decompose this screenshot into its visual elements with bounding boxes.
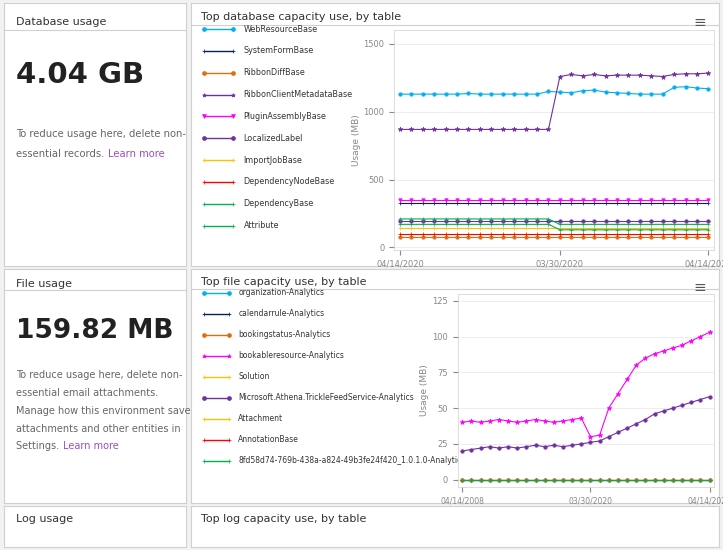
- Text: Attribute: Attribute: [244, 221, 279, 230]
- Text: LocalizedLabel: LocalizedLabel: [244, 134, 303, 143]
- Text: 159.82 MB: 159.82 MB: [17, 318, 174, 344]
- Text: ≡: ≡: [693, 15, 706, 30]
- Text: bookingstatus-Analytics: bookingstatus-Analytics: [239, 330, 330, 339]
- Text: Database usage: Database usage: [17, 17, 107, 27]
- Text: AnnotationBase: AnnotationBase: [239, 436, 299, 444]
- Text: Attachment: Attachment: [239, 414, 283, 424]
- Text: PluginAssemblyBase: PluginAssemblyBase: [244, 112, 327, 121]
- Text: Learn more: Learn more: [108, 149, 165, 159]
- Text: 8fd58d74-769b-438a-a824-49b3fe24f420_1.0.1.0-Analytics: 8fd58d74-769b-438a-a824-49b3fe24f420_1.0…: [239, 456, 466, 465]
- Text: Solution: Solution: [239, 372, 270, 381]
- Text: 4.04 GB: 4.04 GB: [17, 60, 145, 89]
- Text: Manage how this environment save: Manage how this environment save: [17, 406, 191, 416]
- Text: To reduce usage here, delete non-: To reduce usage here, delete non-: [17, 129, 187, 139]
- Text: essential email attachments.: essential email attachments.: [17, 388, 158, 398]
- Text: calendarrule-Analytics: calendarrule-Analytics: [239, 309, 325, 318]
- Text: Learn more: Learn more: [63, 441, 119, 451]
- Text: Settings.: Settings.: [17, 441, 63, 451]
- Text: bookableresource-Analytics: bookableresource-Analytics: [239, 351, 344, 360]
- Text: Log usage: Log usage: [17, 514, 74, 524]
- Text: RibbonClientMetadataBase: RibbonClientMetadataBase: [244, 90, 353, 99]
- Text: attachments and other entities in: attachments and other entities in: [17, 424, 181, 433]
- Text: ≡: ≡: [693, 280, 706, 295]
- Text: File usage: File usage: [17, 278, 72, 289]
- Text: Top file capacity use, by table: Top file capacity use, by table: [201, 277, 367, 287]
- Text: To reduce usage here, delete non-: To reduce usage here, delete non-: [17, 370, 183, 379]
- Text: essential records.: essential records.: [17, 149, 108, 159]
- Text: DependencyNodeBase: DependencyNodeBase: [244, 178, 335, 186]
- Text: Top database capacity use, by table: Top database capacity use, by table: [201, 12, 401, 22]
- Text: Top log capacity use, by table: Top log capacity use, by table: [201, 514, 367, 524]
- Text: RibbonDiffBase: RibbonDiffBase: [244, 68, 305, 77]
- Text: DependencyBase: DependencyBase: [244, 199, 314, 208]
- Text: ImportJobBase: ImportJobBase: [244, 156, 302, 164]
- Text: WebResourceBase: WebResourceBase: [244, 25, 317, 34]
- Text: SystemFormBase: SystemFormBase: [244, 46, 314, 56]
- Text: Microsoft.Athena.TrickleFeedService-Analytics: Microsoft.Athena.TrickleFeedService-Anal…: [239, 393, 414, 402]
- Text: organization-Analytics: organization-Analytics: [239, 288, 325, 297]
